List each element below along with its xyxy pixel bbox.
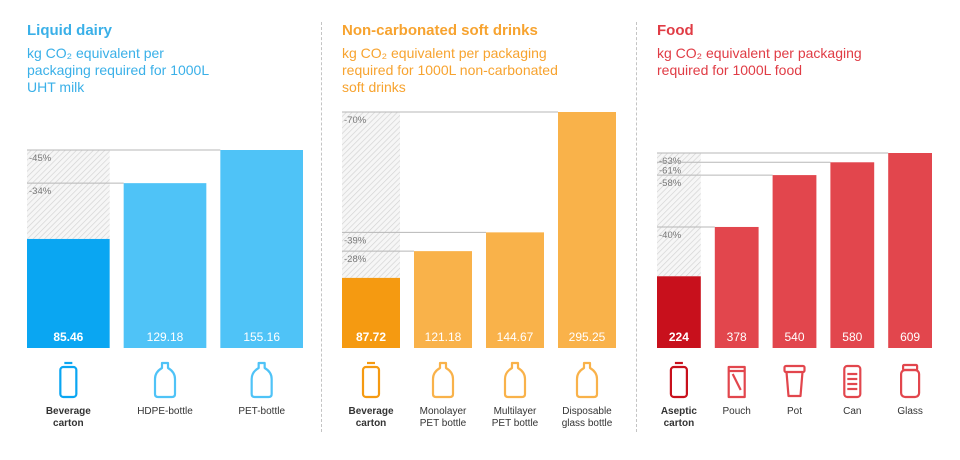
- carton-icon: [361, 361, 381, 399]
- value-label: 295.25: [569, 330, 606, 344]
- value-label: 378: [727, 330, 747, 344]
- panel-subtitle: kg CO₂ equivalent per packaging required…: [657, 45, 862, 79]
- bar: [123, 183, 207, 348]
- panel-title: Food: [657, 22, 694, 39]
- category-label: Beverage carton: [46, 406, 91, 429]
- chart-panel: -63%-61% -58% -40% 224 Aseptic carton 378 Pouch…: [657, 152, 932, 429]
- subtitle-line: UHT milk: [27, 79, 85, 95]
- reduction-hatch: [342, 112, 400, 278]
- reduction-label: -63%: [659, 156, 682, 167]
- subtitle-line: kg CO₂ equivalent per: [27, 45, 164, 61]
- category-label: Disposable glass bottle: [562, 406, 613, 429]
- value-label: 224: [669, 330, 689, 344]
- subtitle-line: packaging required for 1000L: [27, 62, 210, 78]
- category-label: Beverage carton: [348, 406, 393, 429]
- value-label: 609: [900, 330, 920, 344]
- panel-food: Food kg CO₂ equivalent per packaging req…: [657, 0, 947, 460]
- value-label: 155.16: [243, 330, 280, 344]
- bottle-icon: [503, 361, 527, 399]
- bottle-icon: [575, 361, 599, 399]
- bar: [657, 276, 701, 348]
- panel-divider: [321, 22, 322, 432]
- bar: [486, 232, 544, 348]
- pot-icon: [783, 364, 806, 398]
- value-label: 85.46: [53, 330, 83, 344]
- subtitle-line: soft drinks: [342, 79, 406, 95]
- jar-icon: [899, 363, 921, 399]
- reduction-label: -58%: [659, 178, 682, 189]
- bar: [772, 175, 817, 348]
- category-label: Glass: [897, 406, 923, 417]
- panel-soft-drinks: Non-carbonated soft drinks kg CO₂ equiva…: [342, 0, 622, 460]
- bar: [558, 112, 616, 348]
- category-label: Can: [843, 406, 861, 417]
- bar: [714, 226, 759, 348]
- reduction-label: -40%: [659, 230, 682, 241]
- value-label: 540: [784, 330, 804, 344]
- reduction-label: -70%: [344, 115, 367, 126]
- category-label: Monolayer PET bottle: [420, 406, 467, 429]
- chart-panel: -45% -34% 85.46 Beverage carton 129.18 HDPE-bo…: [27, 149, 303, 429]
- panel-liquid-dairy: Liquid dairy kg CO₂ equivalent per packa…: [27, 0, 307, 460]
- value-label: 87.72: [356, 330, 386, 344]
- bar: [830, 162, 875, 348]
- category-label: Multilayer PET bottle: [492, 406, 539, 429]
- bar: [888, 153, 932, 348]
- chart-panel: -70% -39% -28% 87.72 Beverage carton 121.18 Mon…: [342, 111, 616, 429]
- reduction-hatch: [27, 150, 110, 239]
- category-label: PET-bottle: [238, 406, 285, 417]
- bar: [342, 277, 400, 348]
- reduction-label: -34%: [29, 186, 52, 197]
- panel-title: Non-carbonated soft drinks: [342, 22, 538, 39]
- pouch-icon: [727, 365, 746, 399]
- reduction-label: -39%: [344, 235, 367, 246]
- reduction-label: -61%: [659, 165, 682, 176]
- value-label: 580: [842, 330, 862, 344]
- value-label: 144.67: [497, 330, 534, 344]
- reduction-hatch: [657, 153, 701, 277]
- bottle-icon: [431, 361, 455, 399]
- bar: [220, 150, 303, 348]
- subtitle-line: required for 1000L food: [657, 62, 803, 78]
- reduction-label: -45%: [29, 153, 52, 164]
- carton-icon: [669, 361, 689, 399]
- subtitle-line: kg CO₂ equivalent per packaging: [657, 45, 862, 61]
- category-label: HDPE-bottle: [137, 406, 193, 417]
- panel-subtitle: kg CO₂ equivalent per packaging required…: [342, 45, 558, 96]
- subtitle-line: required for 1000L non-carbonated: [342, 62, 558, 78]
- category-label: Pot: [787, 406, 802, 417]
- carton-icon: [59, 361, 78, 399]
- category-label: Pouch: [723, 406, 751, 417]
- value-label: 121.18: [425, 330, 462, 344]
- panel-subtitle: kg CO₂ equivalent per packaging required…: [27, 45, 209, 96]
- value-label: 129.18: [147, 330, 184, 344]
- bottle-icon: [153, 361, 177, 399]
- subtitle-line: kg CO₂ equivalent per packaging: [342, 45, 547, 61]
- reduction-label: -28%: [344, 254, 367, 265]
- panel-divider: [636, 22, 637, 432]
- category-label: Aseptic carton: [661, 406, 698, 429]
- can-icon: [843, 364, 862, 399]
- bar: [414, 251, 472, 348]
- panel-title: Liquid dairy: [27, 22, 113, 39]
- bottle-icon: [250, 361, 273, 399]
- bar: [27, 238, 110, 348]
